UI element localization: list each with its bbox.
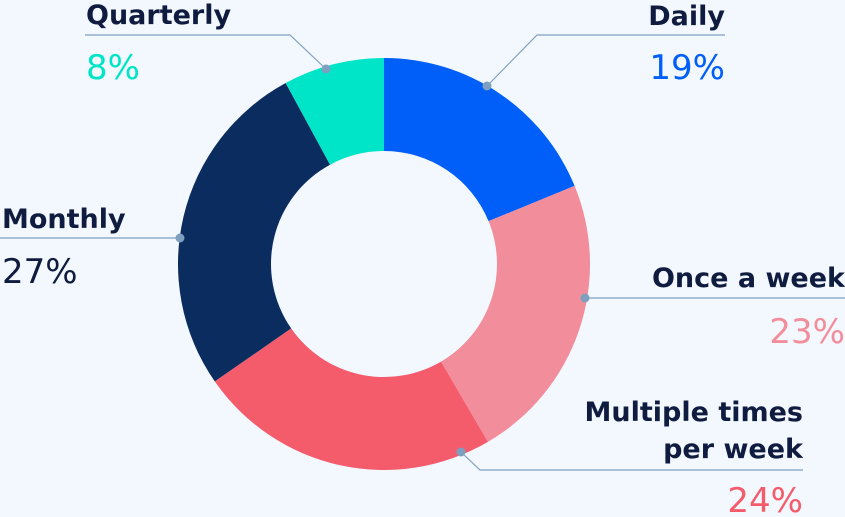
category-label-multiple-times-per-week-line-2: per week bbox=[663, 434, 804, 465]
leader-dot-multiple-times-per-week bbox=[456, 447, 466, 457]
leader-dot-monthly bbox=[175, 233, 185, 243]
value-label-daily: 19% bbox=[649, 48, 725, 88]
value-label-once-a-week: 23% bbox=[769, 312, 845, 352]
leader-line-daily bbox=[486, 34, 725, 87]
leader-lines bbox=[0, 34, 845, 471]
leader-line-multiple-times-per-week bbox=[460, 451, 803, 471]
slice-quarterly bbox=[285, 58, 384, 165]
leader-line-quarterly bbox=[85, 34, 327, 70]
category-label-quarterly: Quarterly bbox=[86, 0, 231, 31]
value-label-monthly: 27% bbox=[2, 252, 78, 292]
value-label-multiple-times-per-week: 24% bbox=[727, 481, 803, 517]
category-label-once-a-week: Once a week bbox=[652, 263, 845, 294]
slice-multiple-times-per-week bbox=[214, 328, 488, 470]
slice-once-a-week bbox=[441, 185, 591, 442]
leader-dot-daily bbox=[482, 81, 492, 91]
category-label-multiple-times-per-week-line-1: Multiple times bbox=[585, 397, 803, 428]
slice-monthly bbox=[178, 82, 331, 382]
slice-daily bbox=[384, 58, 575, 222]
leader-dot-quarterly bbox=[321, 64, 331, 74]
leader-dot-once-a-week bbox=[580, 293, 590, 303]
category-label-monthly: Monthly bbox=[2, 204, 126, 235]
category-label-daily: Daily bbox=[648, 1, 725, 32]
value-label-quarterly: 8% bbox=[86, 48, 140, 88]
donut-slices bbox=[178, 58, 591, 470]
